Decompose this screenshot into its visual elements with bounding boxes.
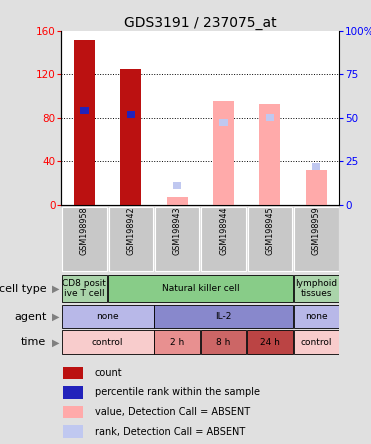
Text: GSM198944: GSM198944 — [219, 207, 228, 255]
Text: value, Detection Call = ABSENT: value, Detection Call = ABSENT — [95, 407, 250, 417]
Text: none: none — [96, 312, 119, 321]
Text: 24 h: 24 h — [260, 338, 280, 347]
FancyBboxPatch shape — [293, 305, 339, 329]
Bar — [74, 40, 95, 205]
Bar — [127, 111, 135, 118]
Bar — [173, 182, 181, 189]
Text: lymphoid
tissues: lymphoid tissues — [295, 279, 337, 298]
Text: agent: agent — [14, 312, 46, 321]
Text: control: control — [92, 338, 123, 347]
Text: 2 h: 2 h — [170, 338, 184, 347]
Text: CD8 posit
ive T cell: CD8 posit ive T cell — [62, 279, 106, 298]
Bar — [167, 197, 188, 205]
Bar — [259, 104, 280, 205]
Bar — [266, 115, 274, 121]
Text: none: none — [305, 312, 328, 321]
FancyBboxPatch shape — [293, 275, 339, 302]
Text: ▶: ▶ — [52, 337, 59, 347]
Bar — [120, 69, 141, 205]
Bar — [63, 425, 83, 438]
FancyBboxPatch shape — [201, 207, 246, 271]
FancyBboxPatch shape — [108, 275, 293, 302]
Text: rank, Detection Call = ABSENT: rank, Detection Call = ABSENT — [95, 427, 245, 436]
Text: GSM198942: GSM198942 — [126, 207, 135, 255]
Text: IL-2: IL-2 — [215, 312, 232, 321]
Text: 8 h: 8 h — [216, 338, 231, 347]
Bar — [219, 119, 228, 126]
Text: count: count — [95, 368, 122, 378]
Text: GSM198959: GSM198959 — [312, 207, 321, 255]
Bar — [306, 170, 327, 205]
Title: GDS3191 / 237075_at: GDS3191 / 237075_at — [124, 16, 277, 30]
Bar — [63, 367, 83, 379]
FancyBboxPatch shape — [293, 330, 339, 354]
Text: ▶: ▶ — [52, 312, 59, 321]
Text: Natural killer cell: Natural killer cell — [161, 284, 239, 293]
FancyBboxPatch shape — [155, 207, 200, 271]
Bar — [63, 406, 83, 418]
Bar — [312, 163, 321, 170]
Bar — [63, 386, 83, 399]
FancyBboxPatch shape — [62, 305, 154, 329]
Text: time: time — [21, 337, 46, 347]
Text: GSM198945: GSM198945 — [265, 207, 275, 255]
Text: control: control — [301, 338, 332, 347]
FancyBboxPatch shape — [247, 330, 293, 354]
Text: ▶: ▶ — [52, 284, 59, 293]
Bar — [80, 107, 89, 114]
FancyBboxPatch shape — [62, 275, 107, 302]
FancyBboxPatch shape — [248, 207, 292, 271]
Text: percentile rank within the sample: percentile rank within the sample — [95, 388, 260, 397]
Text: cell type: cell type — [0, 284, 46, 293]
FancyBboxPatch shape — [154, 330, 200, 354]
FancyBboxPatch shape — [294, 207, 339, 271]
FancyBboxPatch shape — [109, 207, 153, 271]
FancyBboxPatch shape — [62, 330, 154, 354]
Bar — [213, 100, 234, 205]
FancyBboxPatch shape — [201, 330, 246, 354]
FancyBboxPatch shape — [154, 305, 293, 329]
FancyBboxPatch shape — [62, 207, 107, 271]
Text: GSM198958: GSM198958 — [80, 207, 89, 255]
Text: GSM198943: GSM198943 — [173, 207, 182, 255]
